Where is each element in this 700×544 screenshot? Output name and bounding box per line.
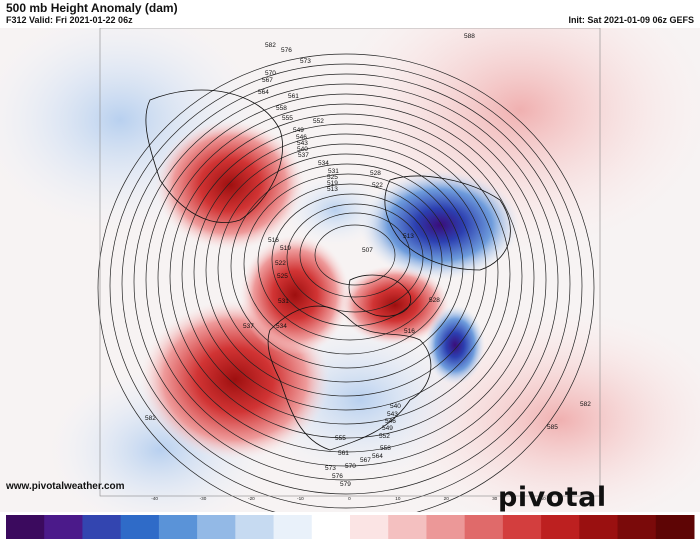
contour-label: 561 <box>288 93 299 100</box>
colorbar-swatch <box>464 515 504 539</box>
coastlines <box>145 89 511 451</box>
contour-label: 531 <box>278 298 289 305</box>
colorbar-tick: 0 <box>348 496 351 501</box>
contour-label: 582 <box>580 401 591 408</box>
contour-label: 549 <box>293 127 304 134</box>
contour-label: 555 <box>335 435 346 442</box>
colorbar-swatch <box>82 515 122 539</box>
contour-label: 531 <box>328 168 339 175</box>
colorbar-swatch <box>197 515 236 539</box>
colorbar-swatch <box>44 515 83 539</box>
contour-label: 543 <box>387 411 398 418</box>
contour-label: 513 <box>403 233 414 240</box>
contour-label: 540 <box>390 403 401 410</box>
colorbar-tick: -30 <box>200 496 207 501</box>
contour-label: 573 <box>300 58 311 65</box>
positive-anomaly-center <box>240 235 350 355</box>
contour-label: 558 <box>276 105 287 112</box>
contour-label: 540 <box>297 146 308 153</box>
colorbar-tick: 40 <box>540 496 546 501</box>
contour-label: 537 <box>243 323 254 330</box>
colorbar-swatch <box>502 515 542 539</box>
contour-label: 516 <box>404 328 415 335</box>
contour-label: 546 <box>296 134 307 141</box>
contour-label: 519 <box>280 245 291 252</box>
colorbar <box>6 515 695 539</box>
colorbar-swatch <box>388 515 427 539</box>
contour-label: 573 <box>325 465 336 472</box>
contour-label: 534 <box>318 160 329 167</box>
contour-label: 588 <box>464 33 475 40</box>
colorbar-swatch <box>617 515 657 539</box>
contour-labels: 582 576 573 570 567 564 561 558 555 552 … <box>145 33 591 488</box>
contour-label: 582 <box>265 42 276 49</box>
positive-anomaly-center <box>155 120 305 250</box>
contour-label: 516 <box>268 237 279 244</box>
colorbar-tick-labels: -40 -30 -20 -10 0 10 20 30 40 <box>151 496 546 501</box>
contour-label: 546 <box>385 418 396 425</box>
map-title: 500 mb Height Anomaly (dam) <box>6 1 178 15</box>
colorbar-swatch <box>120 515 160 539</box>
colorbar-swatch <box>426 515 466 539</box>
map-frame <box>99 28 601 497</box>
header: 500 mb Height Anomaly (dam) F312 Valid: … <box>0 0 700 28</box>
contour-label: 561 <box>338 450 349 457</box>
colorbar-tick: 30 <box>492 496 498 501</box>
contour-label: 525 <box>327 174 338 181</box>
contour-label: 528 <box>370 170 381 177</box>
valid-time: F312 Valid: Fri 2021-01-22 06z <box>6 15 133 25</box>
contour-label: 552 <box>379 433 390 440</box>
colorbar-swatch <box>655 515 695 539</box>
contour-label: 570 <box>345 463 356 470</box>
contour-label: 585 <box>547 424 558 431</box>
colorbar-swatch <box>311 515 351 539</box>
contour-label: 522 <box>275 260 286 267</box>
contour-label: 534 <box>276 323 287 330</box>
contour-label: 549 <box>382 425 393 432</box>
init-time: Init: Sat 2021-01-09 06z GEFS <box>568 15 694 25</box>
colorbar-tick: -40 <box>151 496 158 501</box>
colorbar-swatch <box>6 515 45 539</box>
contour-label: 558 <box>380 445 391 452</box>
contour-label: 519 <box>327 180 338 187</box>
negative-anomaly-center <box>285 175 385 245</box>
colorbar-swatch <box>541 515 580 539</box>
colorbar-tick: -10 <box>297 496 304 501</box>
contour-label: 522 <box>372 182 383 189</box>
colorbar-swatch <box>579 515 619 539</box>
contour-label: 576 <box>281 47 292 54</box>
contour-label: 507 <box>362 247 373 254</box>
colorbar-swatch <box>273 515 313 539</box>
height-contours <box>97 53 595 512</box>
contour-label: 513 <box>327 186 338 193</box>
contour-label: 567 <box>262 77 273 84</box>
contour-label: 570 <box>265 70 276 77</box>
contour-label: 564 <box>258 89 269 96</box>
colorbar-swatch <box>235 515 275 539</box>
contour-label: 567 <box>360 457 371 464</box>
colorbar-swatch <box>350 515 389 539</box>
contour-label: 525 <box>277 273 288 280</box>
negative-anomaly-center <box>360 170 520 280</box>
contour-label: 582 <box>145 415 156 422</box>
contour-label: 555 <box>282 115 293 122</box>
colorbar-swatch <box>158 515 198 539</box>
colorbar-tick: 10 <box>395 496 401 501</box>
contour-label: 552 <box>313 118 324 125</box>
contour-label: 576 <box>332 473 343 480</box>
anomaly-map: 582 576 573 570 567 564 561 558 555 552 … <box>0 28 700 512</box>
negative-anomaly-center <box>425 305 485 385</box>
contour-label: 537 <box>298 152 309 159</box>
website-url[interactable]: www.pivotalweather.com <box>6 481 125 492</box>
contour-label: 564 <box>372 453 383 460</box>
contour-label: 528 <box>429 297 440 304</box>
colorbar-tick: 20 <box>444 496 450 501</box>
contour-label: 579 <box>340 481 351 488</box>
colorbar-tick: -20 <box>248 496 255 501</box>
contour-label: 543 <box>297 140 308 147</box>
